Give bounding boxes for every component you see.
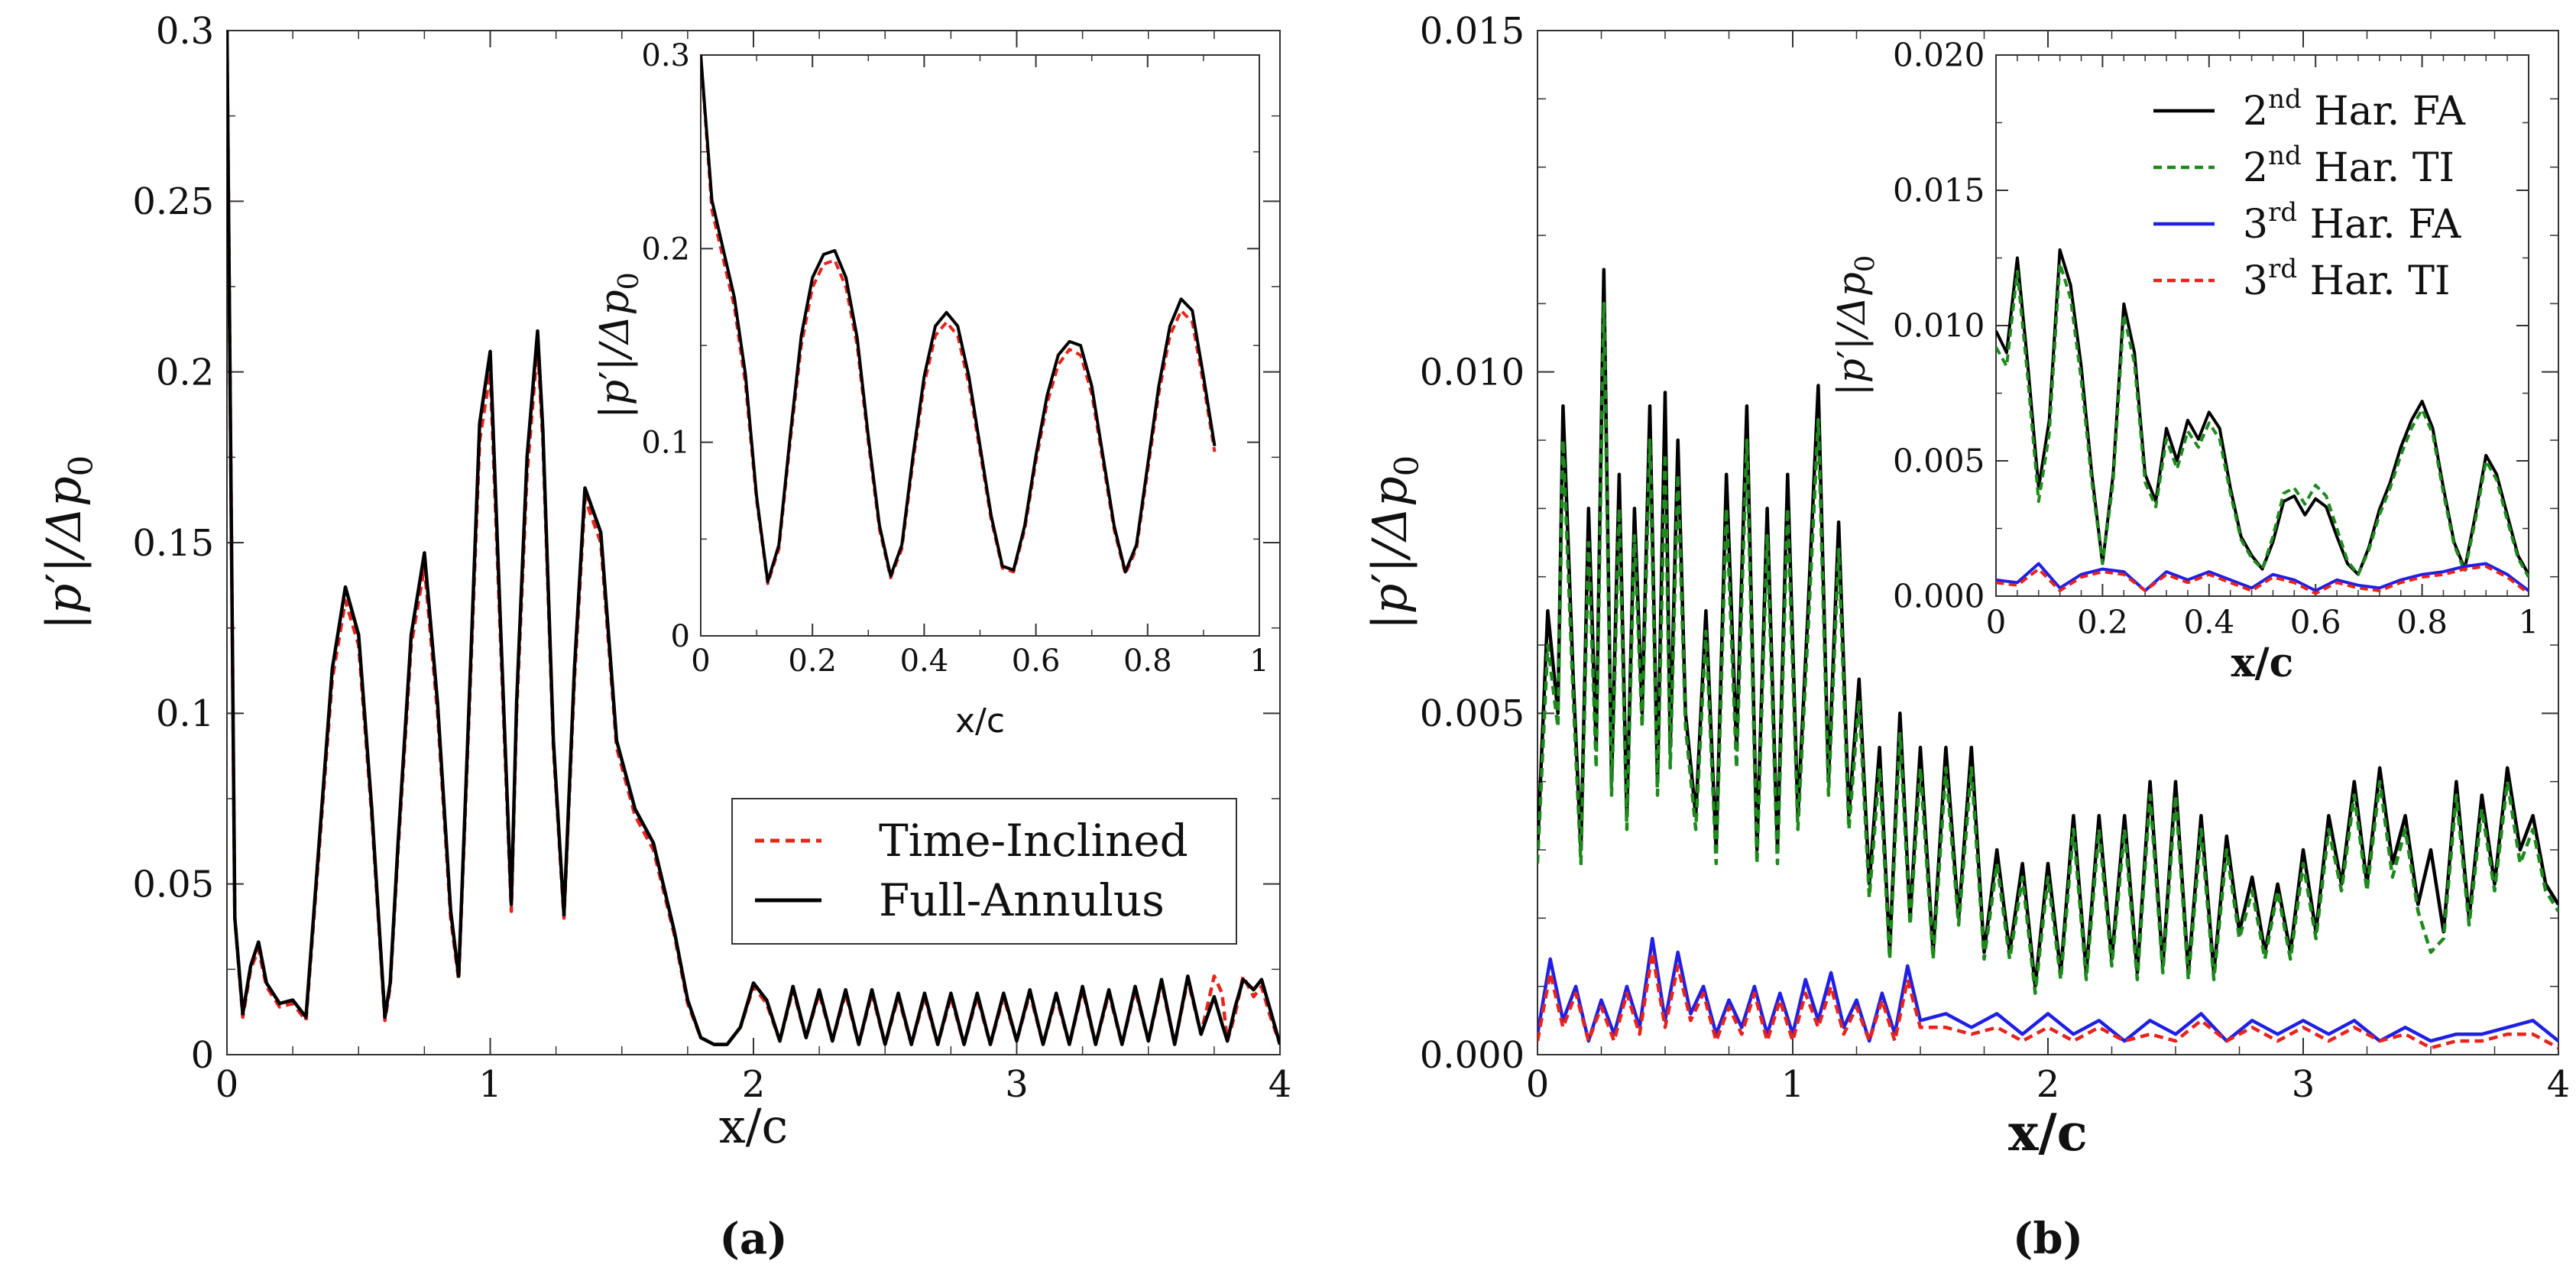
b-inset-ylabel: |p′|/Δp0 bbox=[1829, 255, 1881, 396]
b-inset: 0 0.2 0.4 0.6 0.8 1 0.000 0.005 0.010 0.015 0.020 x… bbox=[1829, 37, 2539, 686]
a-xtick-label: 1 bbox=[478, 1063, 502, 1106]
b-xtick-label: 1 bbox=[1781, 1063, 1805, 1106]
a-inset-ytick-label: 0.3 bbox=[641, 38, 690, 73]
a-inset-ytick-label: 0.1 bbox=[641, 426, 690, 461]
b-inset-xtick-label: 0 bbox=[1986, 603, 2007, 640]
a-series-1 bbox=[227, 31, 1280, 1046]
b-inset-xtick-label: 0.4 bbox=[2183, 603, 2234, 640]
b-inset-bg bbox=[1996, 55, 2529, 596]
b-inset-ytick-label: 0.010 bbox=[1893, 307, 1985, 345]
a-ytick-label: 0.3 bbox=[156, 10, 214, 53]
a-inset-xtick-label: 1 bbox=[1249, 644, 1269, 679]
a-inset-xlabel: x/c bbox=[955, 702, 1005, 741]
b-legend-label: 2nd Har. FA bbox=[2243, 84, 2466, 135]
b-inset-ytick-label: 0.020 bbox=[1893, 37, 1985, 74]
b-ylabel: |p′|/Δp0 bbox=[1362, 455, 1427, 631]
a-legend-label: Full-Annulus bbox=[879, 874, 1165, 926]
b-series-2 bbox=[1537, 936, 2558, 1043]
b-inset-xtick-label: 0.8 bbox=[2396, 603, 2448, 640]
b-inset-ytick-label: 0.000 bbox=[1893, 578, 1985, 615]
a-xtick-label: 4 bbox=[1269, 1063, 1292, 1106]
a-inset-xtick-label: 0.4 bbox=[900, 644, 949, 679]
b-inset-xtick-label: 0.2 bbox=[2077, 603, 2128, 640]
b-legend-label: 3rd Har. FA bbox=[2243, 197, 2462, 248]
b-inset-series-3 bbox=[1996, 565, 2529, 595]
b-ytick-label: 0.005 bbox=[1420, 692, 1525, 735]
a-ytick-label: 0.1 bbox=[156, 692, 214, 735]
b-xlabel: x/c bbox=[2008, 1103, 2088, 1162]
a-inset-ytick-label: 0 bbox=[671, 619, 690, 654]
b-series-1 bbox=[1537, 302, 2558, 995]
a-ylabel: |p′|/Δp0 bbox=[36, 455, 101, 631]
b-xtick-label: 4 bbox=[2547, 1063, 2571, 1106]
a-xtick-label: 3 bbox=[1005, 1063, 1029, 1106]
b-xtick-label: 2 bbox=[2036, 1063, 2060, 1106]
b-inset-series-1 bbox=[1996, 261, 2529, 579]
b-series-3 bbox=[1537, 950, 2558, 1050]
panel-a: 0 1 2 3 4 0 0.05 0.1 0.15 0.2 0.25 0.3 x/c |p′|/Δp0 (a… bbox=[36, 10, 1291, 1264]
a-legend-box bbox=[731, 798, 1237, 945]
a-inset-xtick-label: 0.2 bbox=[788, 644, 837, 679]
a-ytick-label: 0 bbox=[191, 1034, 215, 1077]
b-legend: 2nd Har. FA 2nd Har. TI 3rd Har. FA 3rd Har… bbox=[2153, 84, 2466, 304]
a-inset-xtick-label: 0.8 bbox=[1123, 644, 1172, 679]
a-panel-label: (a) bbox=[719, 1214, 787, 1264]
b-inset-xlabel: x/c bbox=[2231, 640, 2294, 686]
b-legend-label: 3rd Har. TI bbox=[2243, 254, 2450, 304]
b-panel-label: (b) bbox=[2013, 1214, 2083, 1264]
a-inset: 0 0.2 0.4 0.6 0.8 1 0 0.1 0.2 0.3 x/c |p′|/Δp0 bbox=[592, 38, 1269, 741]
a-inset-xtick-label: 0.6 bbox=[1012, 644, 1061, 679]
b-legend-label: 2nd Har. TI bbox=[2243, 141, 2454, 191]
a-ytick-label: 0.05 bbox=[132, 863, 214, 906]
a-xtick-label: 2 bbox=[742, 1063, 766, 1106]
panel-b: 0 1 2 3 4 0.000 0.005 0.010 0.015 x/c |p′|/Δp0 (b) 0… bbox=[1362, 10, 2570, 1264]
a-ytick-label: 0.15 bbox=[132, 522, 214, 565]
b-ytick-label: 0.000 bbox=[1420, 1034, 1525, 1077]
a-inset-series-1 bbox=[701, 55, 1217, 584]
a-ytick-label: 0.2 bbox=[156, 351, 214, 394]
a-legend-label: Time-Inclined bbox=[879, 815, 1188, 867]
b-inset-ytick-label: 0.015 bbox=[1893, 172, 1985, 209]
a-inset-ylabel: |p′|/Δp0 bbox=[592, 272, 645, 419]
b-ytick-label: 0.010 bbox=[1420, 351, 1525, 394]
b-inset-xtick-label: 1 bbox=[2519, 603, 2539, 640]
a-inset-xtick-label: 0 bbox=[691, 644, 710, 679]
a-ytick-label: 0.25 bbox=[132, 180, 214, 223]
a-legend: Time-Inclined Full-Annulus bbox=[731, 798, 1237, 945]
a-xtick-label: 0 bbox=[215, 1063, 239, 1106]
b-xtick-label: 3 bbox=[2292, 1063, 2315, 1106]
b-inset-series-0 bbox=[1996, 248, 2529, 576]
b-inset-series-2 bbox=[1996, 562, 2529, 592]
a-inset-bg bbox=[701, 55, 1259, 636]
a-xlabel: x/c bbox=[719, 1098, 789, 1154]
b-xtick-label: 0 bbox=[1526, 1063, 1550, 1106]
a-inset-ytick-label: 0.2 bbox=[641, 232, 690, 267]
b-ytick-label: 0.015 bbox=[1420, 10, 1525, 53]
b-inset-ytick-label: 0.005 bbox=[1893, 443, 1985, 480]
b-inset-xtick-label: 0.6 bbox=[2290, 603, 2341, 640]
